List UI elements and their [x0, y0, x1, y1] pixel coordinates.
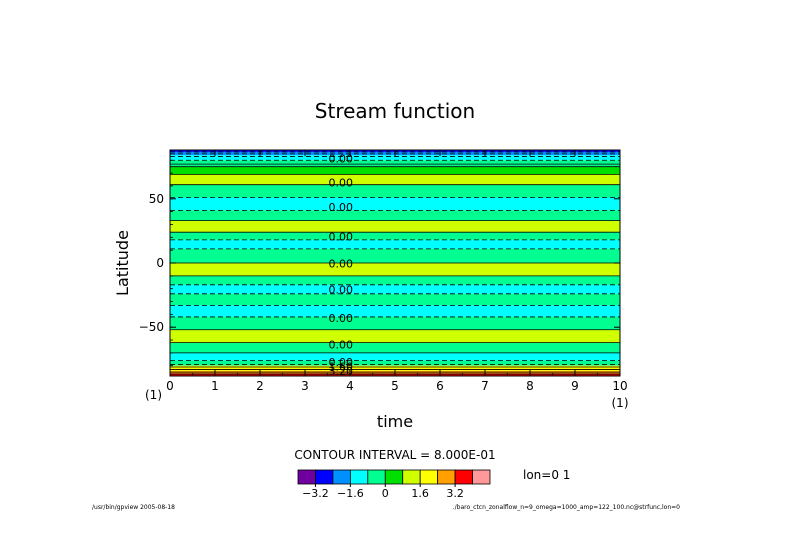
contour-band — [170, 360, 620, 366]
x-left-annotation: (1) — [145, 388, 162, 402]
contour-band — [170, 166, 620, 175]
contour-label: 0.00 — [329, 201, 354, 214]
contour-band — [170, 232, 620, 240]
colorbar-swatch — [315, 469, 334, 485]
x-tick-label: 0 — [166, 379, 174, 393]
contour-band — [170, 197, 620, 211]
x-tick-label: 10 — [612, 379, 627, 393]
contour-label: 0.00 — [329, 231, 354, 244]
y-tick-label: −50 — [139, 320, 164, 334]
colorbar — [297, 469, 491, 485]
colorbar-tick-label: 1.6 — [411, 487, 429, 500]
x-tick-label: 8 — [526, 379, 534, 393]
y-axis-label: Latitude — [113, 230, 132, 296]
colorbar-swatch — [419, 469, 439, 485]
colorbar-tick-label: −1.6 — [337, 487, 364, 500]
colorbar-tick-label: −3.2 — [302, 487, 329, 500]
contour-label: 0.00 — [329, 283, 354, 296]
colorbar-swatch — [349, 469, 369, 485]
footer-left: /usr/bin/gpview 2005-08-18 — [92, 504, 175, 511]
x-tick-label: 6 — [436, 379, 444, 393]
contour-labels: 0.000.000.000.000.000.000.000.000.001.60… — [329, 152, 354, 378]
contour-label: 0.00 — [329, 339, 354, 352]
y-axis-ticks: 50 0 −50 — [139, 159, 620, 367]
contour-band — [170, 342, 620, 353]
footer-right: ./baro_ctcn_zonalflow_n=9_omega=1000_amp… — [453, 504, 680, 511]
colorbar-swatch — [437, 469, 456, 485]
x-right-annotation: (1) — [612, 396, 629, 410]
x-tick-label: 7 — [481, 379, 489, 393]
contour-label: 0.00 — [329, 177, 354, 190]
contour-label: 0.00 — [329, 258, 354, 271]
contour-band — [170, 305, 620, 317]
y-tick-label: 50 — [149, 192, 164, 206]
contour-interval-text: CONTOUR INTERVAL = 8.000E-01 — [294, 448, 495, 462]
contour-label: 0.00 — [329, 152, 354, 165]
chart-title: Stream function — [315, 99, 475, 123]
contour-fill-bands — [170, 150, 620, 376]
contour-band — [170, 275, 620, 285]
contour-label: 1.60 — [329, 360, 354, 373]
contour-band — [170, 160, 620, 167]
contour-band — [170, 352, 620, 361]
colorbar-swatch — [402, 469, 421, 485]
contour-band — [170, 263, 620, 276]
contour-band — [170, 329, 620, 343]
colorbar-swatch — [454, 469, 473, 485]
x-tick-label: 5 — [391, 379, 399, 393]
contour-band — [170, 220, 620, 233]
x-axis-label: time — [377, 412, 413, 431]
contour-band — [170, 316, 620, 330]
contour-lines — [170, 151, 620, 375]
contour-label: 3.20 — [329, 365, 354, 378]
contour-band — [170, 239, 620, 249]
colorbar-tick-label: 0 — [382, 487, 389, 500]
colorbar-swatch — [384, 469, 404, 485]
y-tick-label: 0 — [156, 256, 164, 270]
x-tick-label: 9 — [571, 379, 579, 393]
contour-band — [170, 155, 620, 161]
x-tick-label: 4 — [346, 379, 354, 393]
contour-band — [170, 248, 620, 263]
colorbar-swatch — [472, 469, 491, 485]
contour-band — [170, 284, 620, 294]
contour-band — [170, 293, 620, 306]
colorbar-tick-labels: −3.2 −1.6 0 1.6 3.2 — [302, 484, 464, 500]
x-tick-label: 2 — [256, 379, 264, 393]
contour-band — [170, 210, 620, 221]
contour-label: 0.00 — [329, 356, 354, 369]
x-axis-ticks: 0 1 2 3 4 5 6 7 8 9 10 — [166, 150, 628, 393]
contour-label: 0.00 — [329, 312, 354, 325]
contour-band — [170, 184, 620, 198]
x-tick-label: 3 — [301, 379, 309, 393]
colorbar-swatch — [332, 469, 351, 485]
contour-band — [170, 174, 620, 185]
colorbar-swatch — [367, 469, 386, 485]
colorbar-swatch — [297, 469, 316, 485]
lon-note: lon=0 1 — [523, 468, 570, 482]
contour-band — [170, 365, 620, 371]
colorbar-tick-label: 3.2 — [446, 487, 464, 500]
x-tick-label: 1 — [211, 379, 219, 393]
